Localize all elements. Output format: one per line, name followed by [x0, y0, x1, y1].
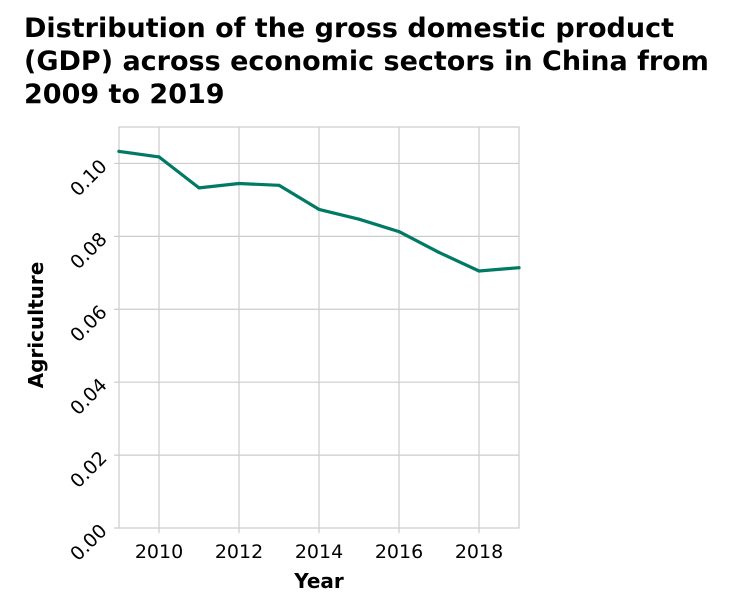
plot-area [118, 126, 520, 529]
y-axis-title: Agriculture [24, 262, 48, 389]
data-point [477, 269, 481, 273]
grid [114, 127, 519, 533]
data-point [317, 207, 321, 211]
x-tick-label: 2018 [455, 541, 503, 563]
data-point [197, 186, 201, 190]
data-point [237, 181, 241, 186]
data-point [157, 155, 161, 159]
y-tick-label: 0.02 [66, 447, 111, 492]
series-layer [117, 149, 521, 273]
plot-frame [118, 126, 520, 529]
x-tick-label: 2012 [215, 541, 263, 563]
axis-ticks: 2010 2012 2014 2016 2018 0.00 0.02 0.04 0.06 0.08… [66, 155, 503, 565]
data-point [517, 266, 521, 270]
data-point [357, 217, 361, 221]
data-point [397, 230, 401, 234]
y-tick-label: 0.10 [66, 155, 111, 200]
y-tick-label: 0.08 [66, 228, 111, 273]
data-point [117, 149, 121, 153]
x-tick-label: 2010 [135, 541, 183, 563]
x-axis-title: Year [293, 569, 344, 593]
data-point [277, 183, 281, 187]
x-tick-label: 2014 [295, 541, 343, 563]
y-tick-label: 0.04 [66, 374, 111, 419]
y-tick-label: 0.06 [66, 301, 111, 346]
data-point [437, 250, 441, 254]
chart-title: Distribution of the gross domestic produ… [24, 13, 709, 110]
x-tick-label: 2016 [375, 541, 423, 563]
y-tick-label: 0.00 [66, 520, 111, 565]
